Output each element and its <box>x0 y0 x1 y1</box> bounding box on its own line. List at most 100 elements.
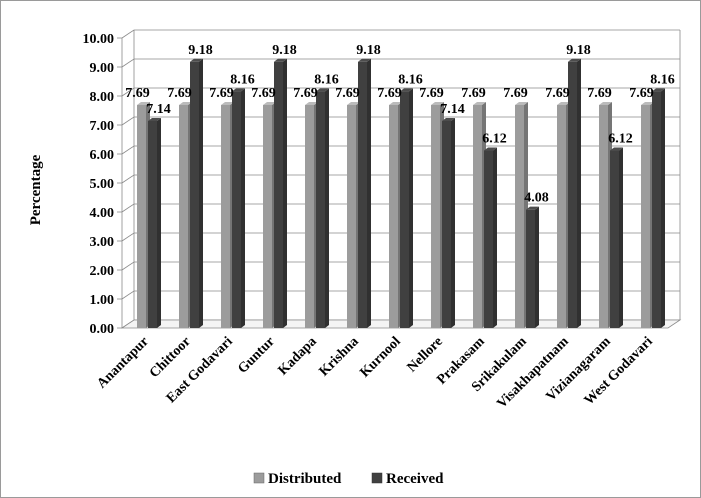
bar-distributed-visakhapatnam <box>557 104 566 329</box>
y-tick-label: 7.00 <box>90 119 115 134</box>
data-label-received-prakasam: 6.12 <box>482 132 507 147</box>
bars <box>137 58 665 329</box>
bar-top-distributed-prakasam <box>473 101 486 105</box>
data-label-distributed-krishna: 7.69 <box>335 86 360 101</box>
data-label-received-vizianagaram: 6.12 <box>608 132 633 147</box>
x-tick-label-nellore: Nellore <box>405 334 446 375</box>
bar-side-received-guntur <box>283 58 287 328</box>
bar-side-received-prakasam <box>493 147 497 328</box>
bar-distributed-prakasam <box>473 104 482 329</box>
bar-side-received-kadapa <box>325 88 329 328</box>
y-tick-labels: 0.00 1.00 2.00 3.00 4.00 5.00 6.00 7.00 8.00 9.00… <box>83 32 115 337</box>
bar-side-received-krishna <box>367 58 371 328</box>
y-tick-label: 10.00 <box>83 32 115 47</box>
y-tick-label: 3.00 <box>90 235 115 250</box>
bar-top-distributed-nellore <box>431 101 444 105</box>
x-tick-label-kurnool: Kurnool <box>357 334 403 380</box>
bar-top-received-visakhapatnam <box>568 58 581 62</box>
bar-top-received-kadapa <box>316 88 329 92</box>
x-tick-label-kadapa: Kadapa <box>276 334 320 378</box>
bar-received-nellore <box>442 120 451 328</box>
data-label-distributed-guntur: 7.69 <box>251 86 276 101</box>
bar-top-received-kurnool <box>400 88 413 92</box>
bar-top-distributed-anantapur <box>137 101 150 105</box>
data-label-received-guntur: 9.18 <box>272 43 297 58</box>
bar-received-west-godavari <box>652 91 661 328</box>
bar-distributed-kadapa <box>305 104 314 329</box>
bar-received-visakhapatnam <box>568 61 577 328</box>
data-labels: 7.697.147.699.187.698.167.699.187.698.16… <box>125 43 675 206</box>
data-label-received-kadapa: 8.16 <box>314 72 339 87</box>
bar-received-guntur <box>274 61 283 328</box>
y-tick-label: 4.00 <box>90 206 115 221</box>
bar-received-krishna <box>358 61 367 328</box>
data-label-distributed-srikakulam: 7.69 <box>503 86 528 101</box>
data-label-distributed-kadapa: 7.69 <box>293 86 318 101</box>
bar-side-received-visakhapatnam <box>577 58 581 328</box>
bar-top-distributed-krishna <box>347 101 360 105</box>
legend: Distributed Received <box>253 471 444 487</box>
y-axis-title: Percentage <box>28 154 44 225</box>
bar-distributed-chittoor <box>179 104 188 329</box>
bar-top-received-nellore <box>442 117 455 121</box>
x-tick-label-visakhapatnam: Visakhapatnam <box>494 334 572 412</box>
data-label-distributed-anantapur: 7.69 <box>125 86 150 101</box>
data-label-distributed-kurnool: 7.69 <box>377 86 402 101</box>
bar-received-anantapur <box>148 120 157 328</box>
data-label-received-chittoor: 9.18 <box>188 43 213 58</box>
bar-side-received-nellore <box>451 117 455 328</box>
x-tick-label-krishna: Krishna <box>317 334 362 379</box>
legend-label-received: Received <box>386 471 444 487</box>
data-label-received-east-godavari: 8.16 <box>230 72 255 87</box>
bar-top-distributed-kurnool <box>389 101 402 105</box>
bar-top-received-chittoor <box>190 58 203 62</box>
x-tick-label-guntur: Guntur <box>235 334 278 377</box>
data-label-distributed-east-godavari: 7.69 <box>209 86 234 101</box>
bar-top-distributed-kadapa <box>305 101 318 105</box>
bar-top-received-krishna <box>358 58 371 62</box>
bar-top-distributed-east-godavari <box>221 101 234 105</box>
data-label-received-kurnool: 8.16 <box>398 72 423 87</box>
bar-received-kurnool <box>400 91 409 328</box>
bar-top-distributed-guntur <box>263 101 276 105</box>
y-tick-label: 1.00 <box>90 293 115 308</box>
data-label-distributed-prakasam: 7.69 <box>461 86 486 101</box>
bar-distributed-nellore <box>431 104 440 329</box>
legend-swatch-distributed <box>253 472 265 484</box>
bar-received-prakasam <box>484 150 493 328</box>
bar-top-distributed-visakhapatnam <box>557 101 570 105</box>
bar-distributed-vizianagaram <box>599 104 608 329</box>
data-label-distributed-visakhapatnam: 7.69 <box>545 86 570 101</box>
bar-side-received-chittoor <box>199 58 203 328</box>
bar-received-kadapa <box>316 91 325 328</box>
bar-side-received-vizianagaram <box>619 147 623 328</box>
y-tick-label: 6.00 <box>90 148 115 163</box>
data-label-received-srikakulam: 4.08 <box>524 191 549 206</box>
legend-label-distributed: Distributed <box>268 471 342 487</box>
legend-swatch-received <box>371 472 383 484</box>
bar-top-distributed-west-godavari <box>641 101 654 105</box>
data-label-received-anantapur: 7.14 <box>146 102 171 117</box>
data-label-distributed-vizianagaram: 7.69 <box>587 86 612 101</box>
bar-distributed-anantapur <box>137 104 146 329</box>
bar-side-received-west-godavari <box>661 88 665 328</box>
bar-top-received-east-godavari <box>232 88 245 92</box>
bar-top-received-anantapur <box>148 117 161 121</box>
y-tick-label: 9.00 <box>90 61 115 76</box>
bar-top-distributed-chittoor <box>179 101 192 105</box>
data-label-received-nellore: 7.14 <box>440 102 465 117</box>
bar-top-received-prakasam <box>484 147 497 151</box>
bar-distributed-west-godavari <box>641 104 650 329</box>
bar-distributed-srikakulam <box>515 104 524 329</box>
bar-distributed-east-godavari <box>221 104 230 329</box>
data-label-received-visakhapatnam: 9.18 <box>566 43 591 58</box>
y-tick-label: 0.00 <box>90 322 115 337</box>
bar-received-chittoor <box>190 61 199 328</box>
bar-side-received-srikakulam <box>535 206 539 328</box>
bar-received-srikakulam <box>526 209 535 328</box>
bar-top-distributed-srikakulam <box>515 101 528 105</box>
data-label-distributed-nellore: 7.69 <box>419 86 444 101</box>
y-tick-label: 2.00 <box>90 264 115 279</box>
bar-side-received-east-godavari <box>241 88 245 328</box>
